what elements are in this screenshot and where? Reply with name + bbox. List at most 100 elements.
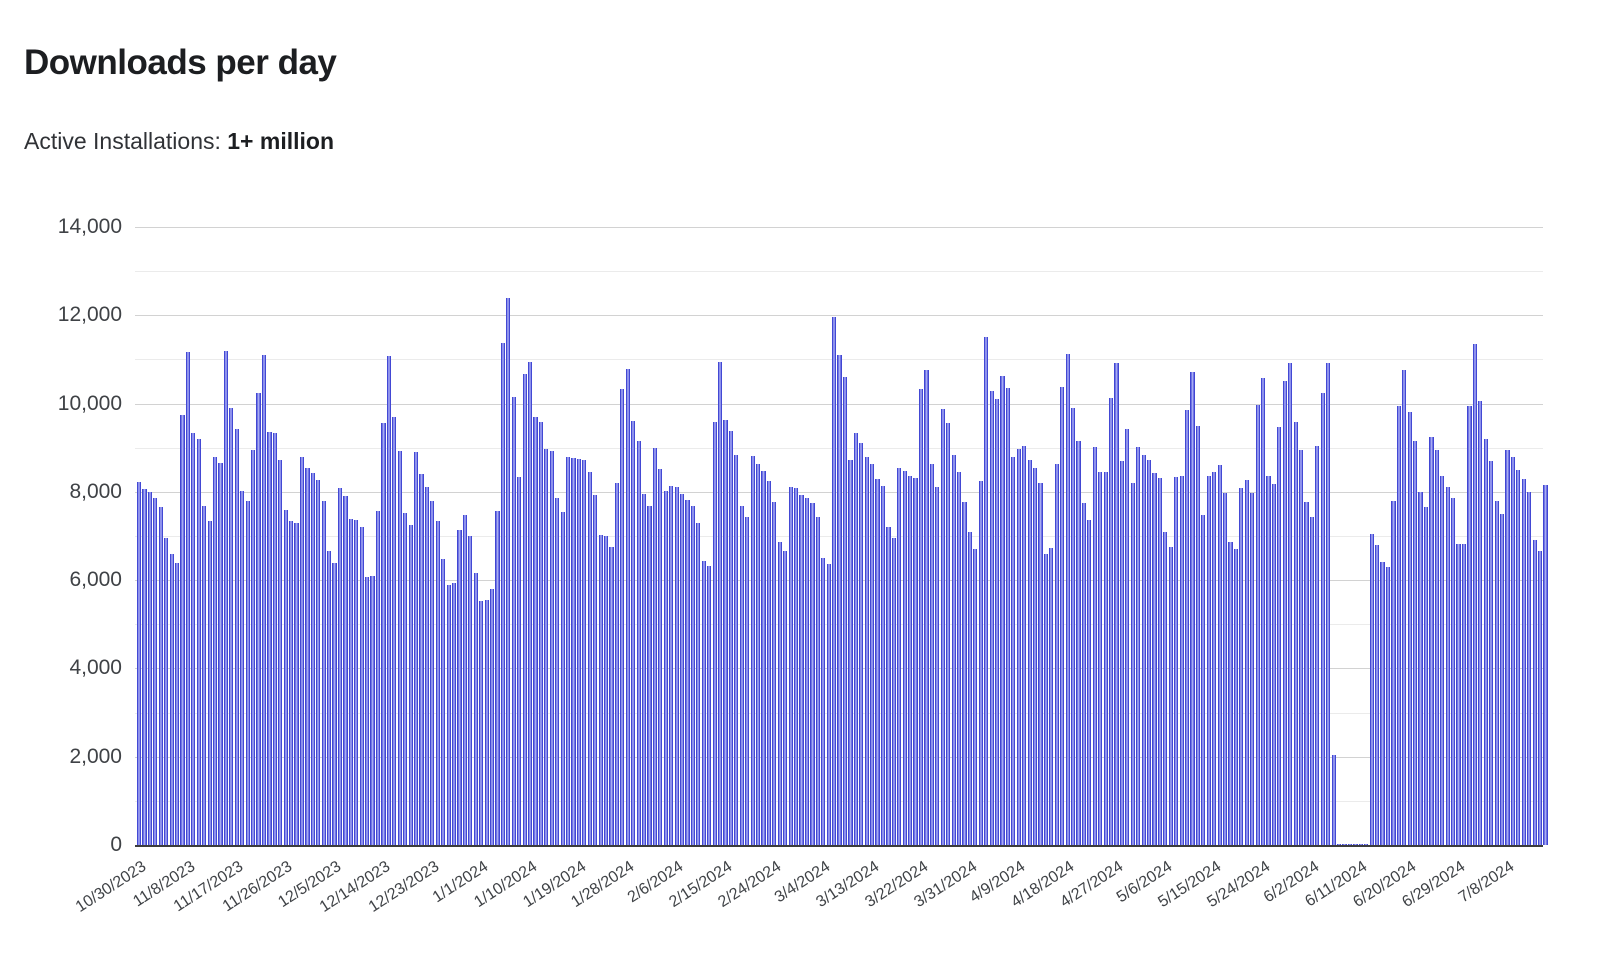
- bar[interactable]: [549, 451, 554, 845]
- bar[interactable]: [359, 527, 364, 845]
- bar[interactable]: [614, 483, 620, 845]
- bar[interactable]: [1288, 363, 1293, 845]
- bar[interactable]: [1244, 480, 1249, 845]
- bar[interactable]: [419, 474, 424, 845]
- bar[interactable]: [707, 566, 712, 845]
- bar[interactable]: [522, 374, 527, 845]
- bar[interactable]: [1499, 514, 1505, 845]
- bar[interactable]: [1005, 388, 1010, 845]
- bar[interactable]: [506, 298, 511, 845]
- bar[interactable]: [886, 527, 891, 845]
- bar[interactable]: [316, 480, 321, 845]
- bar[interactable]: [1315, 446, 1320, 845]
- bar[interactable]: [462, 515, 467, 845]
- bar[interactable]: [1467, 406, 1472, 845]
- bar[interactable]: [1451, 498, 1456, 845]
- bar[interactable]: [859, 443, 864, 845]
- bar[interactable]: [413, 452, 419, 845]
- bar[interactable]: [571, 458, 576, 845]
- bar[interactable]: [1494, 501, 1499, 845]
- bar[interactable]: [484, 600, 489, 845]
- bar[interactable]: [1054, 464, 1059, 845]
- bar[interactable]: [815, 517, 820, 845]
- bar[interactable]: [984, 337, 989, 845]
- bar[interactable]: [636, 441, 641, 845]
- bar[interactable]: [701, 561, 706, 845]
- bar[interactable]: [261, 355, 267, 845]
- bar[interactable]: [1304, 502, 1309, 845]
- bar[interactable]: [142, 489, 147, 845]
- bar[interactable]: [652, 448, 658, 845]
- bar[interactable]: [1027, 460, 1032, 845]
- bar[interactable]: [1032, 468, 1038, 845]
- bar[interactable]: [544, 449, 549, 845]
- bar[interactable]: [343, 496, 348, 845]
- bar[interactable]: [956, 472, 962, 845]
- bar[interactable]: [603, 536, 609, 845]
- bar[interactable]: [213, 457, 218, 845]
- bar[interactable]: [663, 491, 668, 845]
- bar[interactable]: [1130, 483, 1135, 845]
- bar[interactable]: [392, 417, 397, 845]
- bar[interactable]: [1537, 551, 1543, 845]
- bar[interactable]: [804, 498, 810, 845]
- bar[interactable]: [587, 472, 592, 845]
- bar[interactable]: [245, 501, 250, 845]
- bar[interactable]: [565, 457, 571, 845]
- bar[interactable]: [153, 498, 158, 845]
- bar[interactable]: [272, 433, 277, 845]
- bar[interactable]: [1255, 405, 1260, 845]
- bar[interactable]: [1174, 477, 1179, 845]
- bar[interactable]: [1049, 548, 1054, 845]
- bar[interactable]: [821, 558, 826, 845]
- bar[interactable]: [479, 601, 484, 845]
- bar[interactable]: [994, 399, 1000, 845]
- bar[interactable]: [902, 471, 907, 845]
- bar[interactable]: [967, 532, 972, 845]
- bar[interactable]: [1250, 493, 1255, 845]
- bar[interactable]: [1418, 492, 1423, 845]
- bar[interactable]: [832, 317, 837, 845]
- bar[interactable]: [1461, 544, 1467, 845]
- bar[interactable]: [935, 487, 940, 845]
- bar[interactable]: [1510, 457, 1515, 845]
- bar[interactable]: [853, 433, 858, 845]
- bar[interactable]: [1119, 461, 1125, 845]
- bar[interactable]: [1478, 401, 1483, 845]
- bar[interactable]: [880, 486, 886, 845]
- bar[interactable]: [978, 481, 983, 845]
- bar[interactable]: [1098, 472, 1103, 845]
- bar[interactable]: [875, 479, 880, 845]
- bar[interactable]: [777, 542, 782, 845]
- bar[interactable]: [560, 512, 565, 845]
- bar[interactable]: [1125, 429, 1130, 845]
- bar[interactable]: [1157, 478, 1163, 845]
- bar[interactable]: [598, 535, 603, 845]
- bar[interactable]: [1309, 517, 1315, 845]
- bar[interactable]: [1065, 354, 1070, 845]
- bar[interactable]: [788, 487, 793, 845]
- bar[interactable]: [1326, 363, 1331, 845]
- bar[interactable]: [451, 583, 457, 845]
- bar[interactable]: [1206, 476, 1211, 845]
- bar[interactable]: [962, 502, 967, 845]
- bar[interactable]: [593, 495, 598, 845]
- bar[interactable]: [468, 536, 473, 845]
- bar[interactable]: [533, 417, 538, 845]
- bar[interactable]: [1217, 465, 1222, 845]
- bar[interactable]: [1489, 461, 1494, 845]
- bar[interactable]: [1163, 532, 1168, 845]
- bar[interactable]: [527, 362, 533, 845]
- bar[interactable]: [620, 389, 625, 845]
- bar[interactable]: [1527, 492, 1532, 845]
- bar[interactable]: [576, 459, 582, 845]
- bar[interactable]: [1402, 370, 1407, 845]
- bar[interactable]: [783, 551, 788, 845]
- bar[interactable]: [1320, 393, 1325, 845]
- bar[interactable]: [669, 486, 674, 845]
- bar[interactable]: [310, 473, 315, 845]
- bar[interactable]: [696, 523, 701, 845]
- bar[interactable]: [256, 393, 261, 845]
- bar[interactable]: [772, 502, 777, 845]
- bar[interactable]: [446, 585, 451, 845]
